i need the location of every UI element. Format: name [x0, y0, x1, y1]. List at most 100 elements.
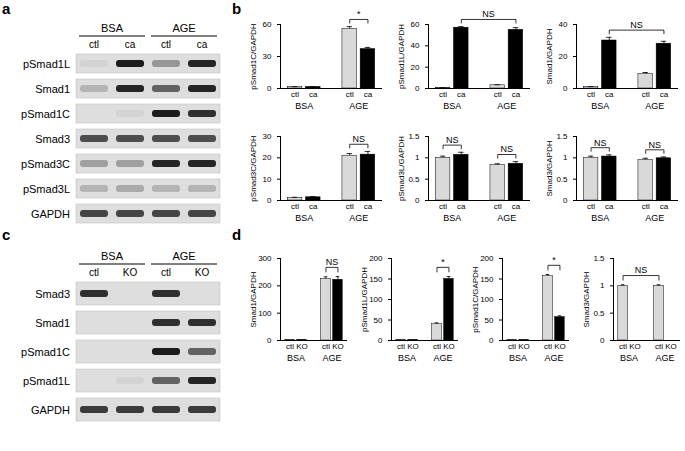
- svg-text:ca: ca: [364, 202, 373, 211]
- svg-text:ctl: ctl: [619, 342, 627, 351]
- svg-text:Smad3: Smad3: [35, 288, 70, 300]
- svg-text:ctl: ctl: [642, 202, 650, 211]
- svg-text:*: *: [357, 9, 361, 19]
- svg-text:KO: KO: [296, 342, 308, 351]
- svg-text:Smad1: Smad1: [35, 317, 70, 329]
- svg-text:0: 0: [489, 336, 494, 345]
- svg-text:30: 30: [263, 52, 272, 61]
- svg-text:60: 60: [263, 20, 272, 29]
- svg-text:pSmad1L/GAPDH: pSmad1L/GAPDH: [397, 24, 406, 89]
- svg-text:AGE: AGE: [349, 101, 368, 111]
- svg-text:GAPDH: GAPDH: [31, 208, 70, 220]
- svg-text:ca: ca: [364, 90, 373, 99]
- svg-text:0.5: 0.5: [593, 309, 605, 318]
- svg-text:100: 100: [480, 295, 494, 304]
- svg-text:150: 150: [480, 275, 494, 284]
- svg-text:Smad3: Smad3: [35, 133, 70, 145]
- svg-text:20: 20: [559, 52, 568, 61]
- svg-text:ctl: ctl: [642, 90, 650, 99]
- svg-text:ctl: ctl: [346, 90, 354, 99]
- svg-text:KO: KO: [629, 342, 641, 351]
- svg-text:BSA: BSA: [443, 101, 461, 111]
- svg-text:0.5: 0.5: [408, 175, 420, 184]
- svg-text:20: 20: [263, 153, 272, 162]
- svg-text:KO: KO: [332, 342, 344, 351]
- svg-text:Smad3/GAPDH: Smad3/GAPDH: [582, 271, 591, 327]
- svg-text:NS: NS: [630, 20, 643, 30]
- svg-text:NS: NS: [501, 144, 514, 154]
- svg-text:ctl: ctl: [161, 39, 171, 50]
- svg-text:ctl: ctl: [544, 342, 552, 351]
- svg-text:1.5: 1.5: [556, 132, 568, 141]
- svg-text:AGE: AGE: [172, 22, 195, 34]
- svg-text:pSmad3L: pSmad3L: [23, 183, 70, 195]
- svg-text:100: 100: [258, 309, 272, 318]
- svg-text:*: *: [441, 257, 445, 267]
- svg-text:BSA: BSA: [398, 353, 416, 363]
- svg-text:AGE: AGE: [497, 101, 516, 111]
- svg-text:ctl: ctl: [397, 342, 405, 351]
- svg-text:1.5: 1.5: [593, 254, 605, 263]
- svg-text:BSA: BSA: [295, 213, 313, 223]
- svg-text:Smad3/GAPDH: Smad3/GAPDH: [545, 140, 554, 196]
- svg-text:0: 0: [267, 196, 272, 205]
- svg-text:AGE: AGE: [655, 353, 674, 363]
- svg-text:ctl: ctl: [346, 202, 354, 211]
- svg-text:ca: ca: [457, 90, 466, 99]
- svg-text:0: 0: [378, 336, 383, 345]
- svg-text:ctl: ctl: [89, 267, 99, 278]
- svg-text:0: 0: [415, 196, 420, 205]
- svg-text:pSmad1C/GAPDH: pSmad1C/GAPDH: [249, 23, 258, 89]
- svg-text:BSA: BSA: [591, 213, 609, 223]
- svg-text:pSmad1C: pSmad1C: [21, 108, 70, 120]
- svg-text:Smad1: Smad1: [35, 83, 70, 95]
- svg-text:ctl: ctl: [291, 202, 299, 211]
- svg-text:AGE: AGE: [497, 213, 516, 223]
- svg-text:GAPDH: GAPDH: [31, 404, 70, 416]
- svg-text:*: *: [552, 255, 556, 265]
- svg-text:ctl: ctl: [439, 90, 447, 99]
- svg-text:AGE: AGE: [544, 353, 563, 363]
- svg-text:ctl: ctl: [494, 90, 502, 99]
- svg-text:KO: KO: [518, 342, 530, 351]
- svg-text:BSA: BSA: [295, 101, 313, 111]
- svg-text:KO: KO: [443, 342, 455, 351]
- svg-text:100: 100: [369, 295, 383, 304]
- svg-text:NS: NS: [594, 138, 607, 148]
- svg-text:KO: KO: [407, 342, 419, 351]
- svg-text:1: 1: [563, 153, 568, 162]
- svg-text:KO: KO: [195, 267, 210, 278]
- svg-text:50: 50: [374, 316, 383, 325]
- svg-text:pSmad1L: pSmad1L: [23, 58, 70, 70]
- svg-text:NS: NS: [649, 140, 662, 150]
- svg-text:ctl: ctl: [494, 202, 502, 211]
- svg-text:AGE: AGE: [322, 353, 341, 363]
- svg-text:60: 60: [411, 20, 420, 29]
- svg-text:1: 1: [415, 153, 420, 162]
- svg-text:AGE: AGE: [645, 101, 664, 111]
- svg-text:pSmad1C/GAPDH: pSmad1C/GAPDH: [471, 266, 480, 332]
- svg-text:BSA: BSA: [287, 353, 305, 363]
- svg-text:0.5: 0.5: [556, 175, 568, 184]
- svg-text:BSA: BSA: [509, 353, 527, 363]
- svg-text:BSA: BSA: [443, 213, 461, 223]
- svg-text:BSA: BSA: [101, 250, 124, 262]
- svg-text:NS: NS: [353, 134, 366, 144]
- svg-text:KO: KO: [123, 267, 138, 278]
- svg-text:1.5: 1.5: [408, 132, 420, 141]
- svg-text:KO: KO: [554, 342, 566, 351]
- svg-text:Smad1/GAPDH: Smad1/GAPDH: [545, 28, 554, 84]
- svg-text:ca: ca: [309, 202, 318, 211]
- svg-text:ctl: ctl: [655, 342, 663, 351]
- svg-text:150: 150: [369, 275, 383, 284]
- svg-text:pSmad3C: pSmad3C: [21, 158, 70, 170]
- svg-text:ctl: ctl: [433, 342, 441, 351]
- svg-text:200: 200: [258, 281, 272, 290]
- svg-text:pSmad3C/GAPDH: pSmad3C/GAPDH: [249, 135, 258, 201]
- svg-text:BSA: BSA: [101, 22, 124, 34]
- svg-text:ctl: ctl: [587, 90, 595, 99]
- svg-text:ctl: ctl: [286, 342, 294, 351]
- svg-text:pSmad1C: pSmad1C: [21, 346, 70, 358]
- svg-text:ctl: ctl: [161, 267, 171, 278]
- svg-text:ca: ca: [309, 90, 318, 99]
